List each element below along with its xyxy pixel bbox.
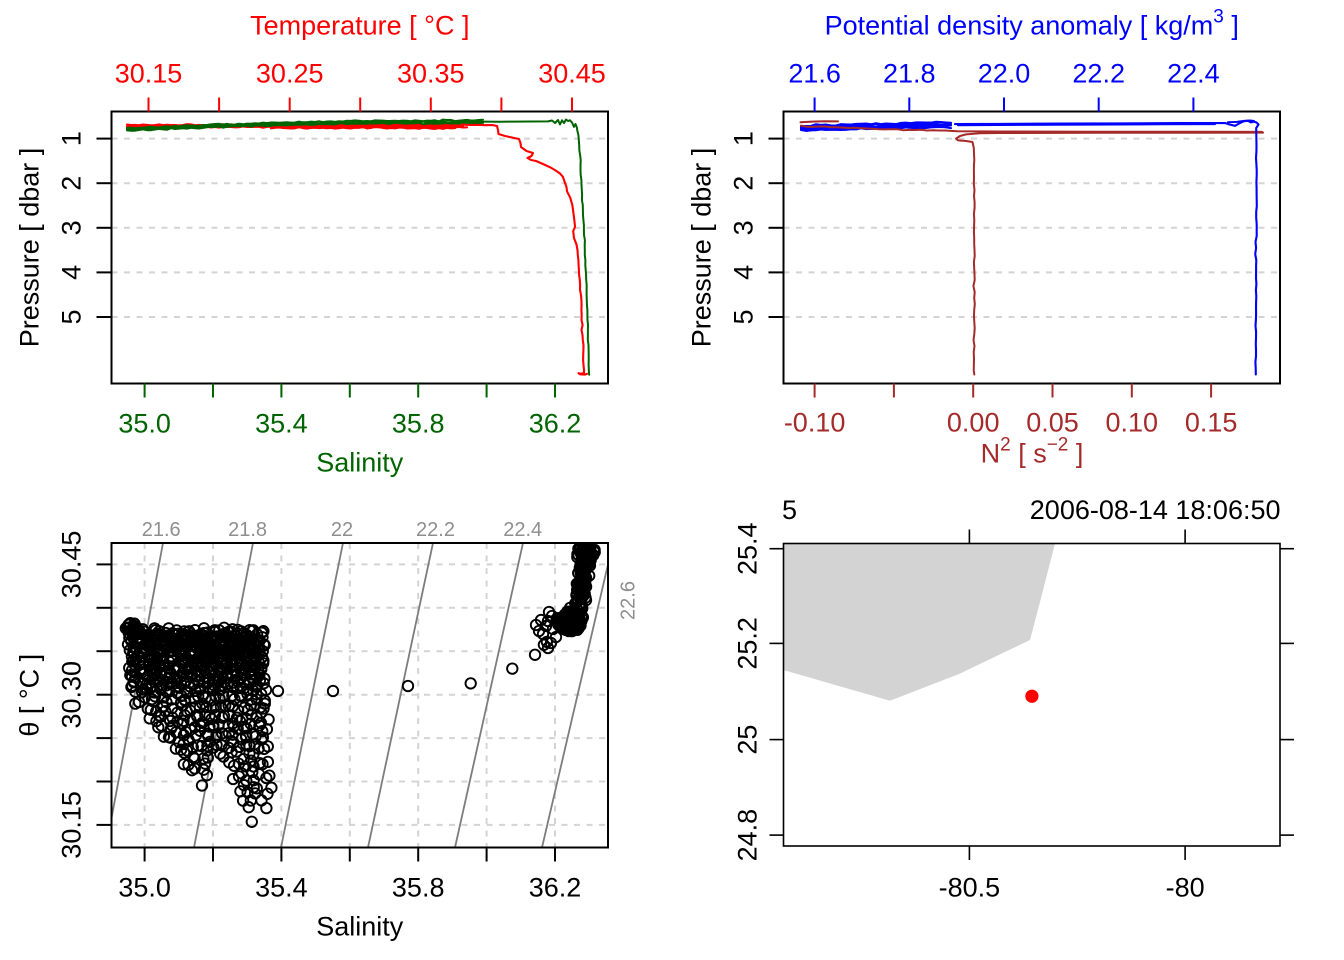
svg-text:36.2: 36.2 (529, 409, 582, 439)
svg-text:30.45: 30.45 (538, 59, 606, 89)
svg-text:21.6: 21.6 (142, 519, 181, 541)
svg-text:Potential density anomaly [ kg: Potential density anomaly [ kg/m3 ] (825, 7, 1239, 41)
svg-text:35.8: 35.8 (392, 409, 445, 439)
svg-text:21.8: 21.8 (883, 59, 936, 89)
svg-text:0.10: 0.10 (1106, 408, 1159, 438)
svg-text:22.0: 22.0 (978, 59, 1031, 89)
svg-text:30.35: 30.35 (397, 59, 465, 89)
svg-text:2006-08-14 18:06:50: 2006-08-14 18:06:50 (1030, 495, 1281, 525)
svg-text:θ [ °C ]: θ [ °C ] (14, 654, 44, 737)
svg-text:5: 5 (782, 495, 797, 525)
svg-text:1: 1 (57, 131, 87, 146)
svg-text:1: 1 (729, 131, 759, 146)
svg-text:21.6: 21.6 (788, 59, 841, 89)
svg-text:5: 5 (729, 309, 759, 324)
svg-text:24.8: 24.8 (733, 809, 763, 862)
svg-text:25: 25 (733, 725, 763, 755)
svg-text:3: 3 (57, 220, 87, 235)
svg-text:35.4: 35.4 (255, 873, 308, 903)
svg-text:22: 22 (331, 519, 353, 541)
svg-text:35.8: 35.8 (392, 873, 445, 903)
svg-text:22.4: 22.4 (503, 519, 542, 541)
svg-text:Temperature [ °C ]: Temperature [ °C ] (250, 11, 469, 41)
svg-text:36.2: 36.2 (529, 873, 582, 903)
svg-text:22.2: 22.2 (1072, 59, 1125, 89)
svg-text:-80: -80 (1166, 872, 1205, 902)
svg-text:4: 4 (57, 265, 87, 280)
svg-text:25.2: 25.2 (733, 617, 763, 670)
svg-text:Salinity: Salinity (316, 912, 404, 942)
svg-text:30.45: 30.45 (57, 531, 87, 599)
svg-text:0.00: 0.00 (947, 408, 1000, 438)
svg-text:3: 3 (729, 220, 759, 235)
svg-text:-0.10: -0.10 (784, 408, 846, 438)
svg-text:Pressure [ dbar ]: Pressure [ dbar ] (687, 148, 717, 348)
svg-text:30.30: 30.30 (57, 661, 87, 729)
svg-text:30.15: 30.15 (115, 59, 183, 89)
svg-text:30.15: 30.15 (57, 791, 87, 859)
svg-text:N2 [ s−2 ]: N2 [ s−2 ] (981, 435, 1084, 469)
svg-text:35.0: 35.0 (118, 409, 171, 439)
svg-text:-80.5: -80.5 (939, 872, 1001, 902)
svg-text:5: 5 (57, 309, 87, 324)
svg-text:25.4: 25.4 (733, 522, 763, 575)
svg-text:0.15: 0.15 (1185, 408, 1238, 438)
svg-text:22.6: 22.6 (618, 581, 640, 620)
svg-text:Pressure [ dbar ]: Pressure [ dbar ] (15, 148, 45, 348)
svg-text:0.05: 0.05 (1026, 408, 1079, 438)
svg-text:Salinity: Salinity (316, 448, 404, 478)
svg-text:35.0: 35.0 (118, 873, 171, 903)
svg-text:2: 2 (729, 176, 759, 191)
svg-text:4: 4 (729, 265, 759, 280)
svg-text:2: 2 (57, 176, 87, 191)
svg-text:30.25: 30.25 (256, 59, 324, 89)
svg-text:22.4: 22.4 (1167, 59, 1220, 89)
svg-text:22.2: 22.2 (416, 519, 455, 541)
svg-text:35.4: 35.4 (255, 409, 308, 439)
svg-text:21.8: 21.8 (228, 519, 267, 541)
